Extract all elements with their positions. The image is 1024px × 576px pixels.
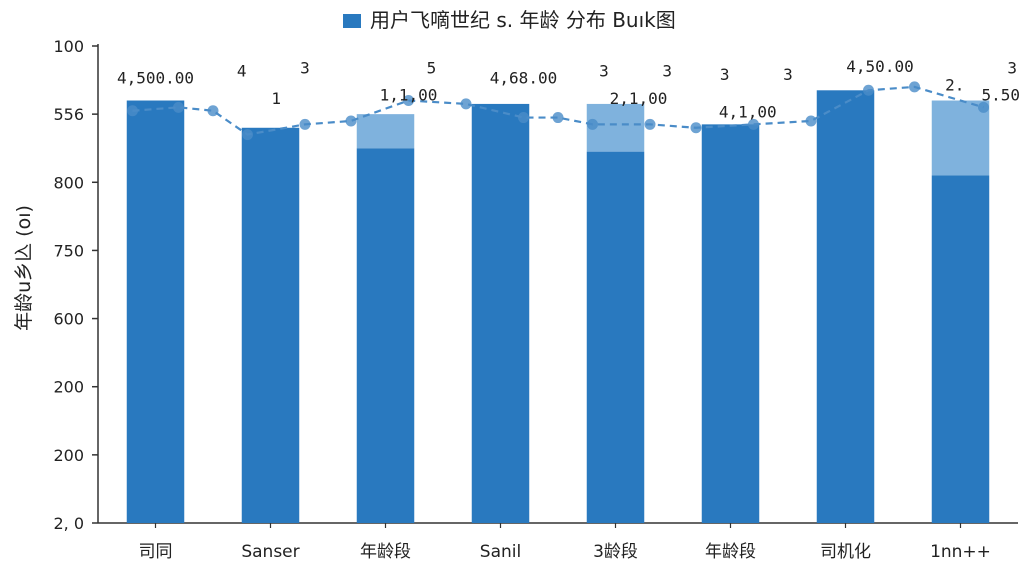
data-label: 3 (1007, 58, 1017, 77)
data-label: 5 (427, 58, 437, 77)
y-tick-label: 200 (53, 446, 84, 465)
x-tick-label: 1nn++ (930, 542, 991, 562)
trend-point (242, 129, 253, 141)
plot-area: 2, 0 200 200 600 750 800 556 100 司同 Sanser 年龄段 Sani… (53, 37, 1020, 562)
trend-point (518, 112, 529, 124)
trend-point (805, 115, 817, 127)
bar (356, 148, 415, 523)
y-tick-label: 2, 0 (53, 514, 84, 533)
trend-point (173, 101, 184, 113)
legend: 用户飞嘀世纪 s. 年龄 分布 Buık图 (343, 8, 676, 32)
x-tick-label: 3龄段 (593, 542, 638, 562)
trend-point (207, 105, 219, 117)
x-tick-label: 年龄段 (360, 542, 411, 562)
y-axis-label: 年龄u乡兦 (oı) (13, 205, 35, 331)
data-label: 3 (300, 58, 310, 77)
data-label: 3 (599, 62, 609, 81)
bar (241, 127, 300, 524)
x-tick-label: 年龄段 (705, 542, 756, 562)
bar (701, 124, 760, 523)
data-label: 3 (720, 65, 730, 84)
bar-segment-light (356, 114, 415, 149)
y-tick-label: 100 (53, 37, 84, 56)
x-tick-label: 司机化 (820, 542, 871, 562)
y-tick-label: 750 (53, 241, 84, 260)
data-label: 4,50.00 (846, 57, 913, 76)
x-tick-label: 司同 (139, 542, 173, 562)
trend-point (127, 105, 138, 117)
chart-title: 用户飞嘀世纪 s. 年龄 分布 Buık图 (370, 8, 676, 32)
y-tick-label: 200 (53, 378, 84, 397)
data-label: 4,1,00 (719, 103, 777, 122)
data-label: 2. (945, 75, 964, 94)
data-label: 5.50 (981, 86, 1020, 105)
trend-point (587, 118, 598, 130)
x-tick-label: Sanser (241, 542, 299, 562)
bar-segment-light (931, 100, 990, 176)
bar (816, 90, 875, 524)
trend-line (132, 85, 984, 136)
trend-point (978, 101, 989, 113)
bar (126, 100, 185, 523)
data-label: 1 (271, 89, 281, 108)
x-tick-label: Sanil (480, 542, 521, 562)
data-label: 4,68.00 (490, 68, 557, 87)
data-label: 2,1,00 (610, 89, 668, 108)
trend-point (345, 115, 357, 127)
y-tick-label: 556 (53, 105, 84, 124)
trend-point (909, 81, 920, 93)
data-label: 3 (783, 65, 793, 84)
trend-point (863, 84, 874, 96)
bar (586, 151, 645, 523)
data-label: 4 (237, 62, 247, 81)
trend-point (403, 95, 414, 107)
trend-point (552, 112, 564, 124)
trend-point (644, 118, 656, 130)
trend-point (299, 118, 311, 130)
trend-point (460, 98, 472, 110)
y-tick-label: 800 (53, 173, 84, 192)
data-label: 1,1,00 (380, 86, 438, 105)
legend-swatch (343, 14, 361, 28)
trend-point (748, 118, 759, 130)
data-label: 4,500.00 (117, 68, 194, 87)
bar (471, 103, 530, 524)
bar (931, 175, 990, 523)
trend-point (690, 122, 702, 134)
y-tick-label: 600 (53, 310, 84, 329)
data-label: 3 (662, 62, 672, 81)
